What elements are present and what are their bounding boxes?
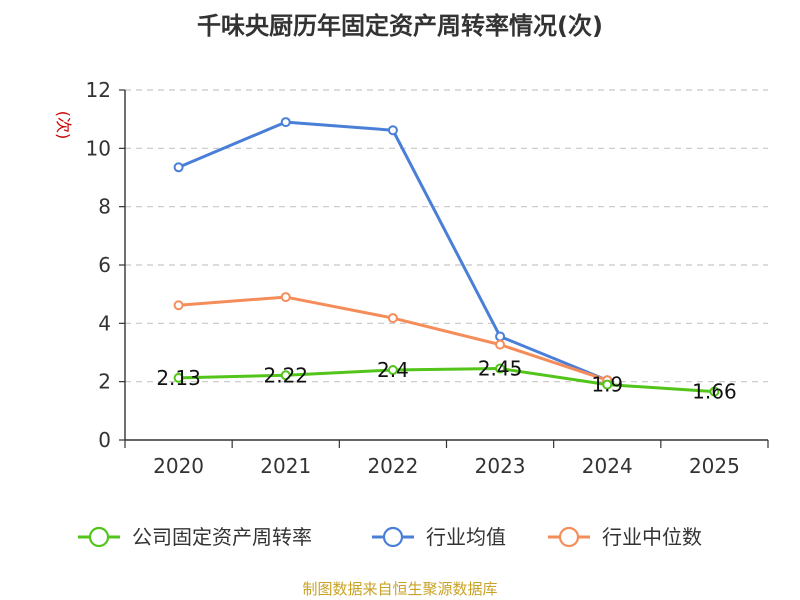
data-point[interactable] — [280, 370, 291, 381]
x-tick-label: 2020 — [153, 454, 204, 478]
data-point[interactable] — [495, 363, 506, 374]
legend-marker — [88, 526, 110, 548]
y-tick-label: 2 — [98, 370, 111, 394]
data-point[interactable] — [387, 313, 398, 324]
data-point[interactable] — [173, 162, 184, 173]
legend-label: 行业中位数 — [602, 525, 702, 549]
axis-layer: 0 2 4 6 8 10 12 2020 2021 2022 2023 2024 2025 — [86, 78, 769, 478]
grid-layer — [125, 89, 768, 383]
data-point[interactable] — [602, 379, 613, 390]
legend-marker — [382, 526, 404, 548]
chart-title: 千味央厨历年固定资产周转率情况(次) — [197, 12, 603, 40]
data-label: 2.4 — [377, 358, 409, 382]
x-tick-label: 2024 — [582, 454, 633, 478]
legend-item-0[interactable]: 公司固定资产周转率 — [78, 525, 312, 549]
series-line-1 — [178, 120, 608, 382]
data-point[interactable] — [280, 117, 291, 128]
source-note: 制图数据来自恒生聚源数据库 — [302, 580, 497, 598]
legend-item-2[interactable]: 行业中位数 — [548, 525, 702, 549]
x-tick-label: 2021 — [260, 454, 311, 478]
data-label: 1.9 — [591, 373, 623, 397]
y-tick-label: 4 — [98, 311, 111, 335]
x-tick-label: 2023 — [475, 454, 526, 478]
data-point[interactable] — [387, 125, 398, 136]
legend-marker — [558, 526, 580, 548]
data-point[interactable] — [495, 331, 506, 342]
data-label: 1.66 — [692, 380, 737, 404]
data-point[interactable] — [173, 372, 184, 383]
data-label-layer: 2.13 2.22 2.4 2.45 1.9 1.66 — [156, 357, 736, 404]
x-tick-label: 2022 — [367, 454, 418, 478]
x-tick-label: 2025 — [689, 454, 740, 478]
series-line-0 — [178, 367, 715, 394]
y-tick-label: 12 — [86, 78, 111, 102]
y-tick-label: 6 — [98, 253, 111, 277]
data-label: 2.45 — [478, 357, 523, 381]
y-tick-label: 0 — [98, 428, 111, 452]
legend: 公司固定资产周转率 行业均值 行业中位数 — [78, 525, 702, 549]
data-label: 2.22 — [263, 363, 308, 387]
data-point[interactable] — [280, 292, 291, 303]
legend-label: 行业均值 — [426, 525, 506, 549]
legend-label: 公司固定资产周转率 — [132, 525, 312, 549]
y-axis-label: (次) — [54, 111, 73, 140]
data-point[interactable] — [173, 300, 184, 311]
data-point[interactable] — [495, 339, 506, 350]
data-label: 2.13 — [156, 366, 201, 390]
data-point[interactable] — [709, 386, 720, 397]
legend-item-1[interactable]: 行业均值 — [372, 525, 506, 549]
data-point[interactable] — [387, 365, 398, 375]
series-layer — [173, 117, 720, 397]
y-tick-label: 8 — [98, 195, 111, 219]
y-tick-label: 10 — [86, 136, 111, 160]
